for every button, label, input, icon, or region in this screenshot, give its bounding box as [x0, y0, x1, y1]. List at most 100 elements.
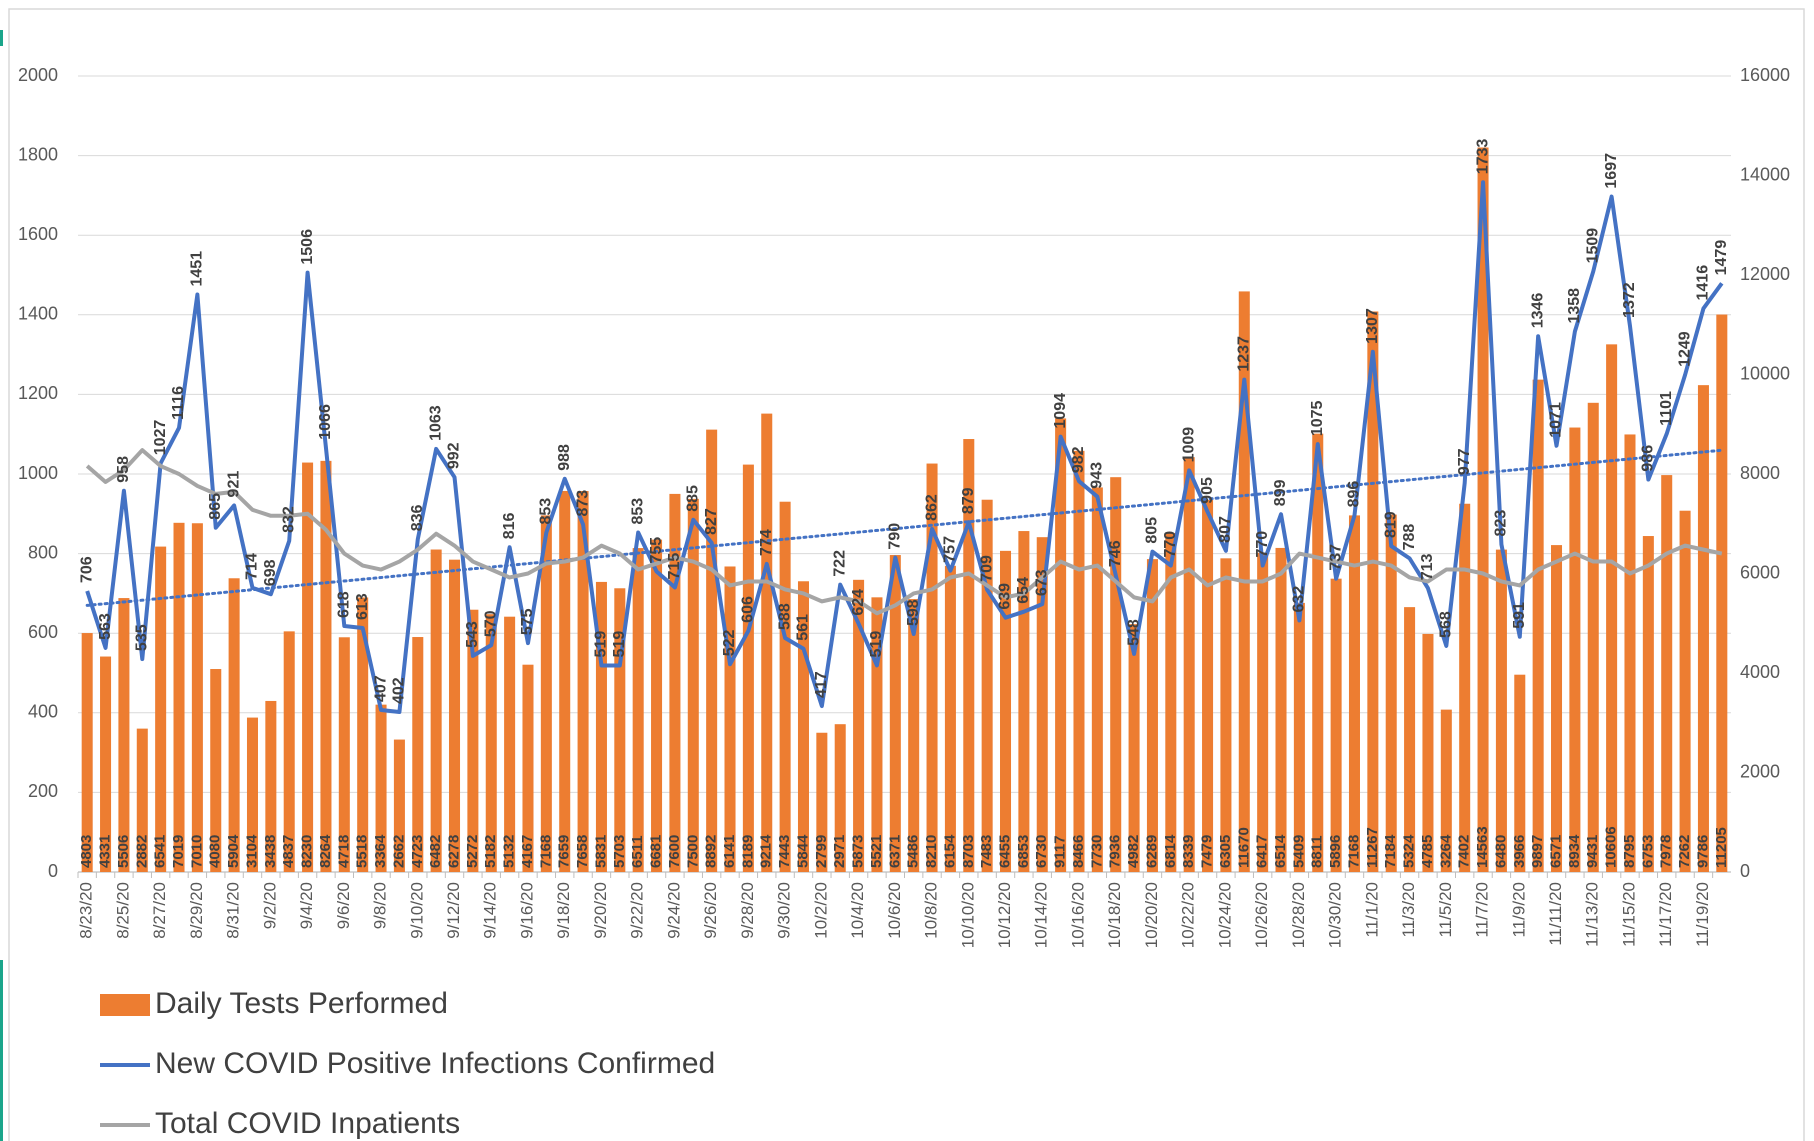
bar-data-label: 7600 [666, 835, 683, 868]
line-data-label: 1358 [1566, 288, 1583, 324]
line-data-label: 709 [978, 555, 995, 582]
x-tick-label: 9/20/20 [591, 882, 610, 939]
bar [1459, 503, 1471, 872]
bar [1091, 487, 1103, 872]
x-tick-label: 8/23/20 [77, 882, 96, 939]
legend-label: Total COVID Inpatients [155, 1107, 460, 1140]
y-tick-label: 200 [28, 781, 58, 801]
bar [871, 597, 883, 872]
line-data-label: 1094 [1052, 393, 1069, 429]
line-data-label: 873 [574, 490, 591, 517]
line-data-label: 613 [354, 593, 371, 620]
bar-data-label: 6753 [1639, 835, 1656, 868]
y2-tick-label: 0 [1740, 861, 1750, 881]
bar-data-label: 4723 [409, 835, 426, 868]
bar-data-label: 5182 [482, 835, 499, 868]
line-data-label: 543 [464, 621, 481, 648]
x-tick-label: 9/8/20 [371, 882, 390, 929]
line-data-label: 1697 [1603, 153, 1620, 189]
y2-tick-label: 4000 [1740, 662, 1780, 682]
y2-tick-label: 14000 [1740, 164, 1790, 184]
x-tick-label: 9/12/20 [444, 882, 463, 939]
x-tick-label: 11/3/20 [1399, 882, 1418, 937]
bar [853, 579, 865, 872]
bar-data-label: 5521 [868, 835, 885, 868]
bar [761, 413, 773, 872]
bar [1422, 633, 1434, 872]
bar-data-label: 6541 [152, 835, 169, 868]
legend-swatch [100, 994, 150, 1016]
bar [467, 609, 479, 872]
bar [1495, 549, 1507, 872]
line-data-label: 417 [813, 671, 830, 698]
bar-data-label: 9214 [758, 834, 775, 868]
bar [1587, 402, 1599, 872]
bar [1697, 385, 1709, 872]
line-data-label: 568 [1438, 611, 1455, 638]
bar [559, 490, 571, 872]
line [85, 180, 1724, 715]
bar [614, 588, 626, 872]
bar [1202, 499, 1214, 872]
bar [1367, 311, 1379, 872]
bar [1716, 314, 1728, 872]
bar-data-label: 8230 [299, 835, 316, 868]
x-tick-label: 10/14/20 [1032, 882, 1051, 948]
line-data-label: 899 [1272, 479, 1289, 506]
line-data-label: 805 [1144, 517, 1161, 544]
bar [375, 704, 387, 872]
bar-data-label: 8339 [1180, 835, 1197, 868]
bar [577, 491, 589, 872]
line-data-label: 992 [446, 442, 463, 469]
bar-data-label: 4331 [97, 835, 114, 868]
line-data-label: 1346 [1529, 293, 1546, 329]
bar-data-label: 11267 [1364, 827, 1381, 868]
line-data-label: 1066 [317, 404, 334, 440]
bar-data-label: 5409 [1290, 835, 1307, 868]
bar-data-label: 4167 [519, 835, 536, 868]
x-tick-label: 10/10/20 [958, 882, 977, 948]
bar [779, 501, 791, 872]
x-tick-label: 9/28/20 [738, 882, 757, 939]
x-tick-label: 11/19/20 [1693, 882, 1712, 947]
x-tick-label: 11/5/20 [1436, 882, 1455, 937]
x-tick-label: 10/12/20 [995, 882, 1014, 948]
line-data-label: 1307 [1364, 308, 1381, 344]
line-data-label: 879 [960, 487, 977, 514]
line-data-label: 774 [758, 529, 775, 556]
bar-data-label: 6141 [721, 835, 738, 868]
bar [338, 637, 350, 872]
bar [155, 546, 167, 872]
bar [1404, 607, 1416, 872]
bar-data-label: 6455 [996, 835, 1013, 868]
bar-data-label: 7168 [1345, 835, 1362, 868]
bar [1183, 457, 1195, 872]
line-data-label: 624 [850, 589, 867, 616]
chart-frame [8, 8, 1805, 1141]
bar-data-label: 4837 [280, 835, 297, 868]
x-tick-label: 9/16/20 [517, 882, 536, 939]
bar [595, 581, 607, 872]
bar-data-label: 6371 [886, 835, 903, 868]
bar [1551, 545, 1563, 872]
y-tick-label: 800 [28, 542, 58, 562]
bar [1220, 558, 1232, 872]
y2-tick-label: 10000 [1740, 363, 1790, 383]
bar-data-label: 6482 [427, 835, 444, 868]
bar-data-label: 4982 [1125, 835, 1142, 868]
bar-data-label: 6289 [1143, 835, 1160, 868]
bar [283, 631, 295, 872]
bar [100, 656, 112, 872]
line-data-label: 706 [78, 556, 95, 583]
bar-data-label: 2971 [831, 835, 848, 868]
legend-label: Daily Tests Performed [155, 987, 448, 1020]
x-tick-label: 10/20/20 [1142, 882, 1161, 948]
line-data-label: 819 [1382, 511, 1399, 538]
x-tick-label: 11/11/20 [1546, 882, 1565, 946]
bar [1679, 510, 1691, 872]
line-data-label: 639 [997, 583, 1014, 610]
bar [210, 669, 222, 872]
bar-data-label: 3364 [372, 834, 389, 868]
bar [1275, 547, 1287, 872]
